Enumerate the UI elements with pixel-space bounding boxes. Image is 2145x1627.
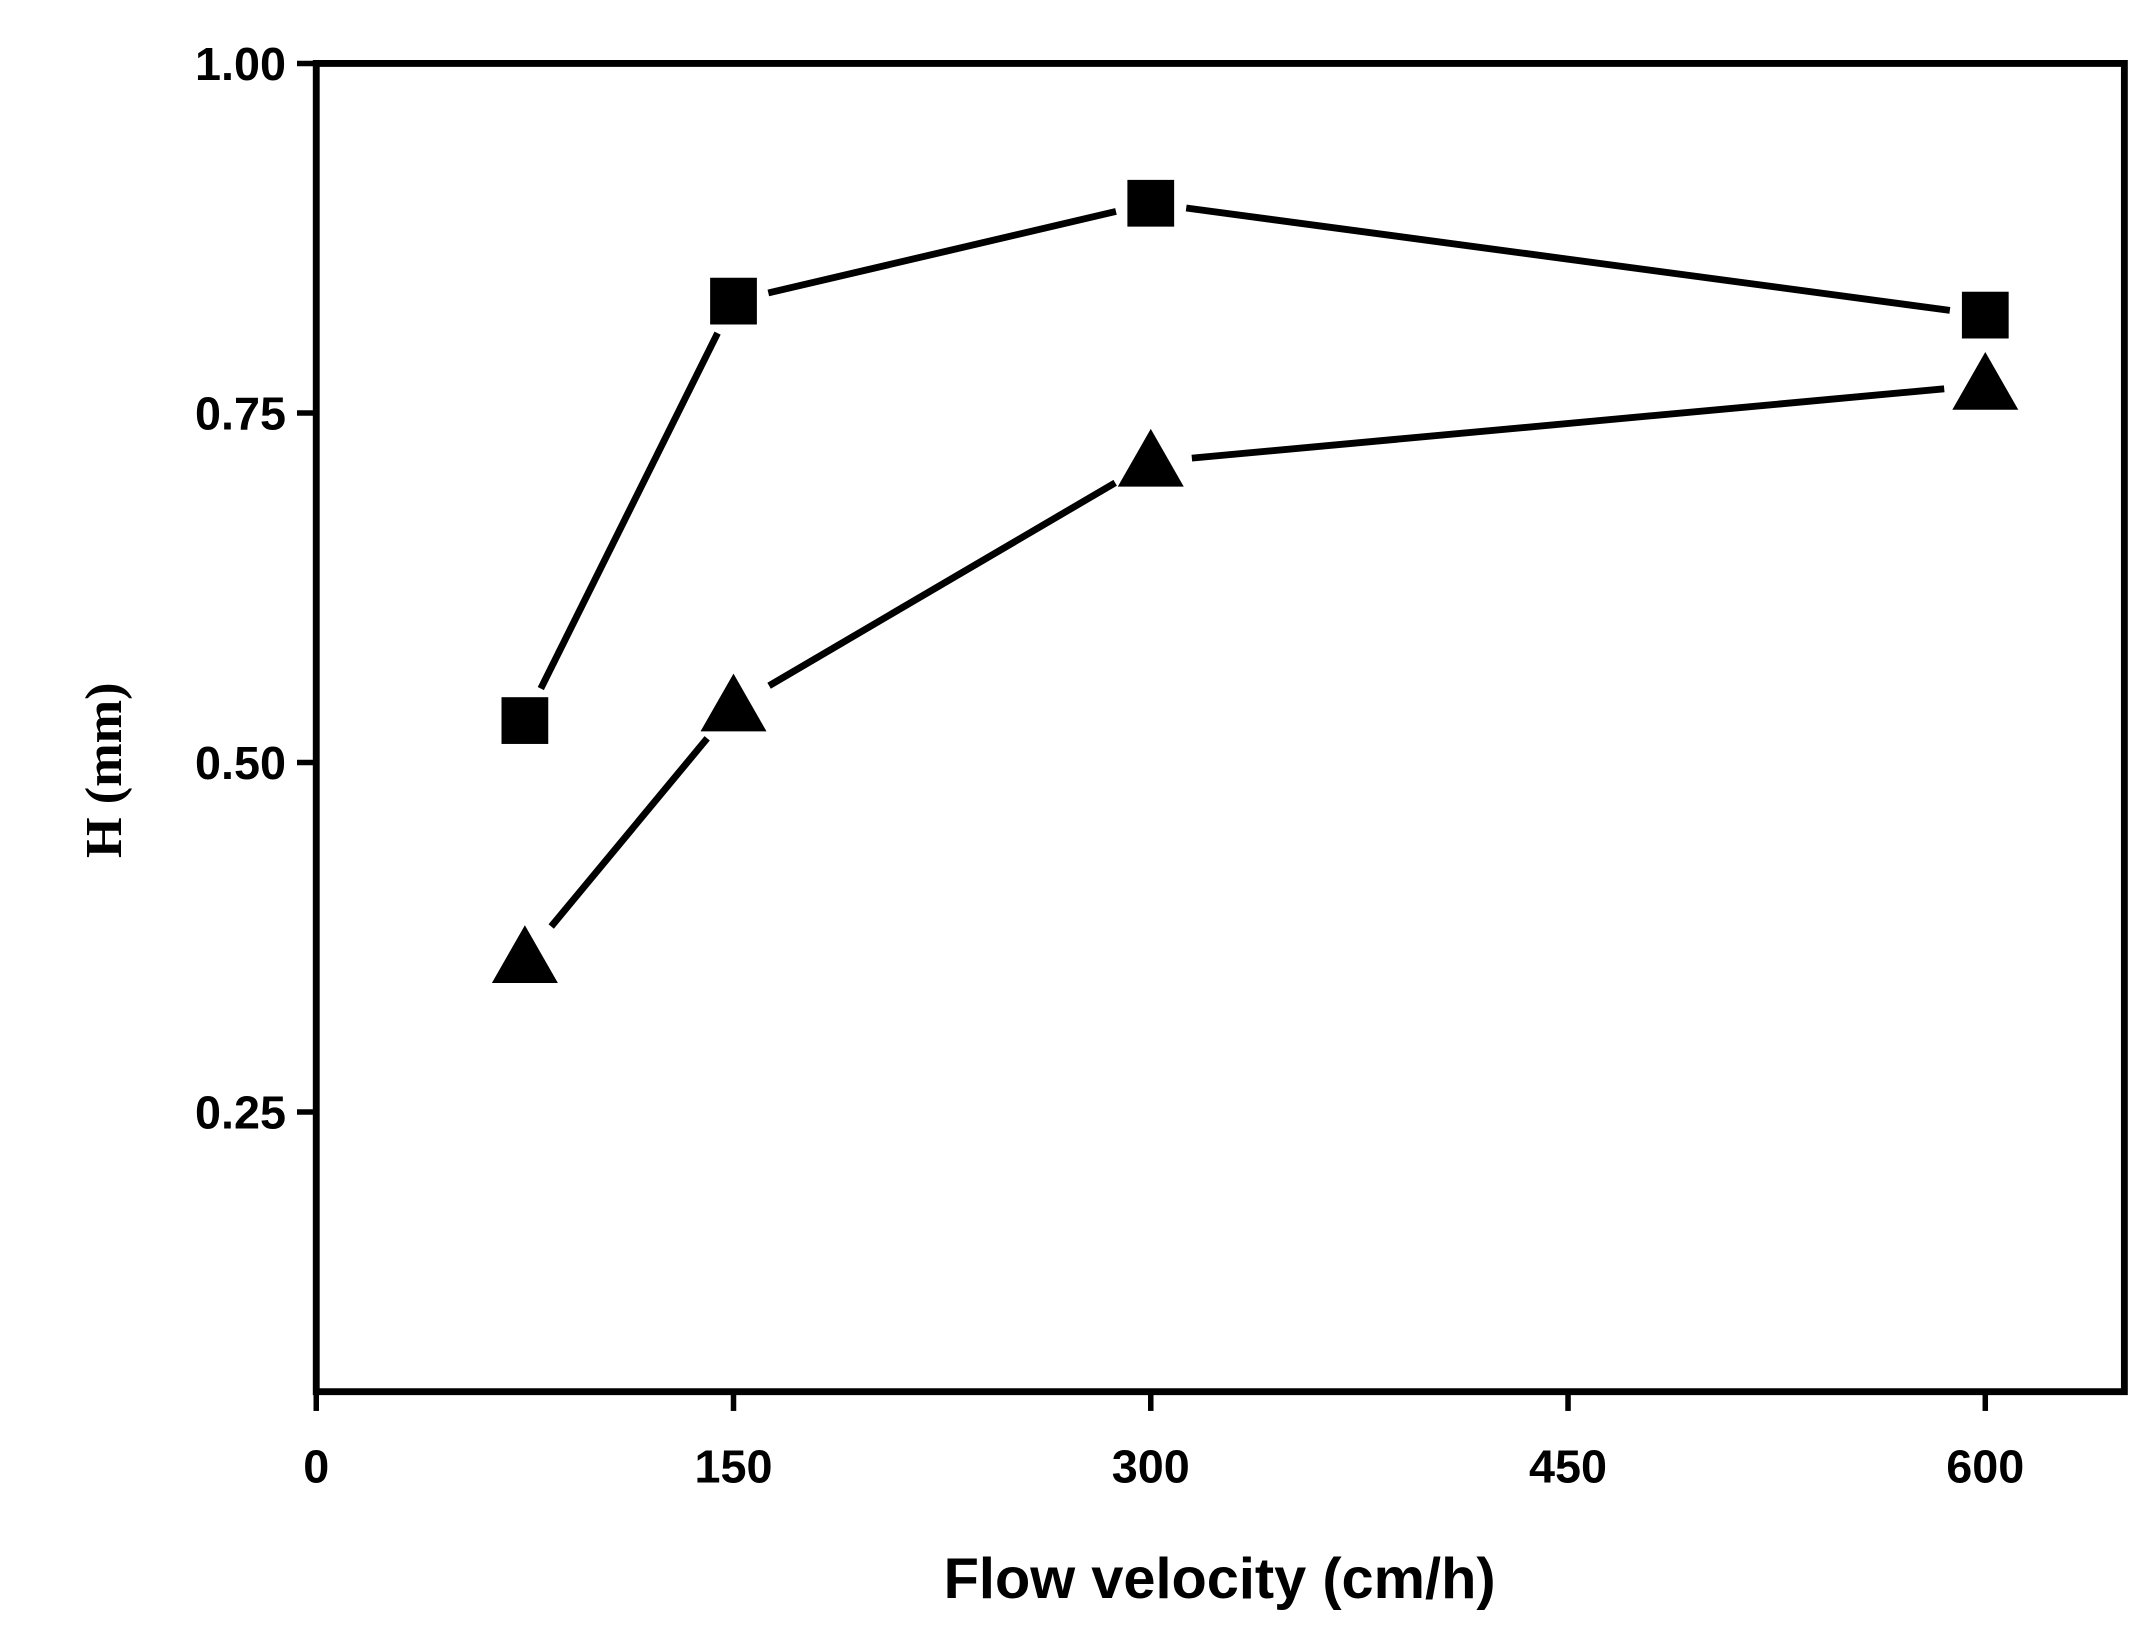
triangle-marker — [1117, 428, 1184, 487]
triangle-series-line — [767, 479, 1117, 689]
triangle-series-line — [548, 736, 710, 929]
triangle-series-line — [1191, 385, 1945, 462]
triangle-marker — [491, 925, 558, 984]
x-tick-label: 0 — [303, 1440, 329, 1492]
square-series-line — [1185, 204, 1951, 314]
square-marker — [1127, 179, 1175, 227]
square-marker — [501, 697, 549, 744]
square-marker — [710, 277, 757, 325]
y-tick-label: 1.00 — [195, 38, 286, 90]
square-marker — [1961, 291, 2009, 339]
square-series-line — [767, 208, 1117, 297]
plot-frame — [312, 60, 2128, 1396]
y-tick-label: 0.75 — [195, 387, 286, 439]
square-series-line — [537, 331, 721, 691]
x-tick-label: 450 — [1529, 1440, 1607, 1492]
y-tick-label: 0.50 — [195, 737, 286, 789]
y-tick-label: 0.25 — [195, 1087, 286, 1139]
x-tick-label: 300 — [1112, 1440, 1190, 1492]
triangle-marker — [1952, 352, 2019, 410]
x-axis-label: Flow velocity (cm/h) — [944, 1547, 1496, 1611]
x-tick-label: 150 — [695, 1440, 773, 1492]
triangle-marker — [700, 673, 767, 732]
y-axis-label: H (mm) — [75, 682, 133, 858]
x-tick-label: 600 — [1946, 1440, 2024, 1492]
